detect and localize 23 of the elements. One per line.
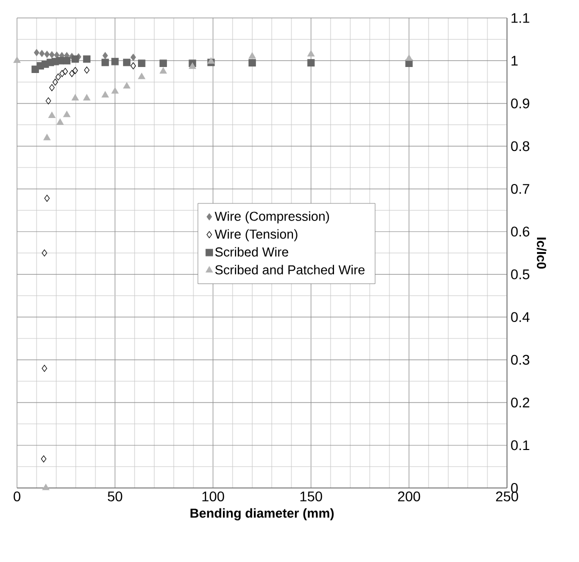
legend-label: Wire (Compression) xyxy=(214,211,329,224)
y-tick-label: 0.4 xyxy=(511,312,530,322)
legend-label: Scribed Wire xyxy=(215,247,288,257)
x-axis-title: Bending diameter (mm) xyxy=(190,508,334,520)
x-tick-label: 200 xyxy=(398,491,420,502)
y-tick-label: 0.5 xyxy=(511,269,530,280)
legend-label: Scribed and Patched Wire xyxy=(215,264,365,274)
y-tick-label: 0.1 xyxy=(511,440,530,450)
y-tick-label: 1 xyxy=(512,56,518,66)
y-axis-title: Ic/Ic0 xyxy=(536,238,546,269)
y-tick-label: 0.3 xyxy=(511,354,530,365)
y-tick-label: 0.6 xyxy=(511,226,530,237)
x-tick-label: 50 xyxy=(108,491,122,502)
x-tick-label: 0 xyxy=(14,491,20,502)
legend-label: Wire (Tension) xyxy=(214,229,298,242)
x-tick-label: 250 xyxy=(496,491,518,502)
y-tick-label: 0.8 xyxy=(511,141,530,152)
y-tick-label: 1.1 xyxy=(512,13,530,23)
y-tick-label: 0.9 xyxy=(511,98,530,108)
y-tick-label: 0.7 xyxy=(511,184,530,194)
y-tick-label: 0.2 xyxy=(511,398,530,408)
x-tick-label: 150 xyxy=(300,491,322,502)
x-tick-label: 100 xyxy=(202,491,224,502)
